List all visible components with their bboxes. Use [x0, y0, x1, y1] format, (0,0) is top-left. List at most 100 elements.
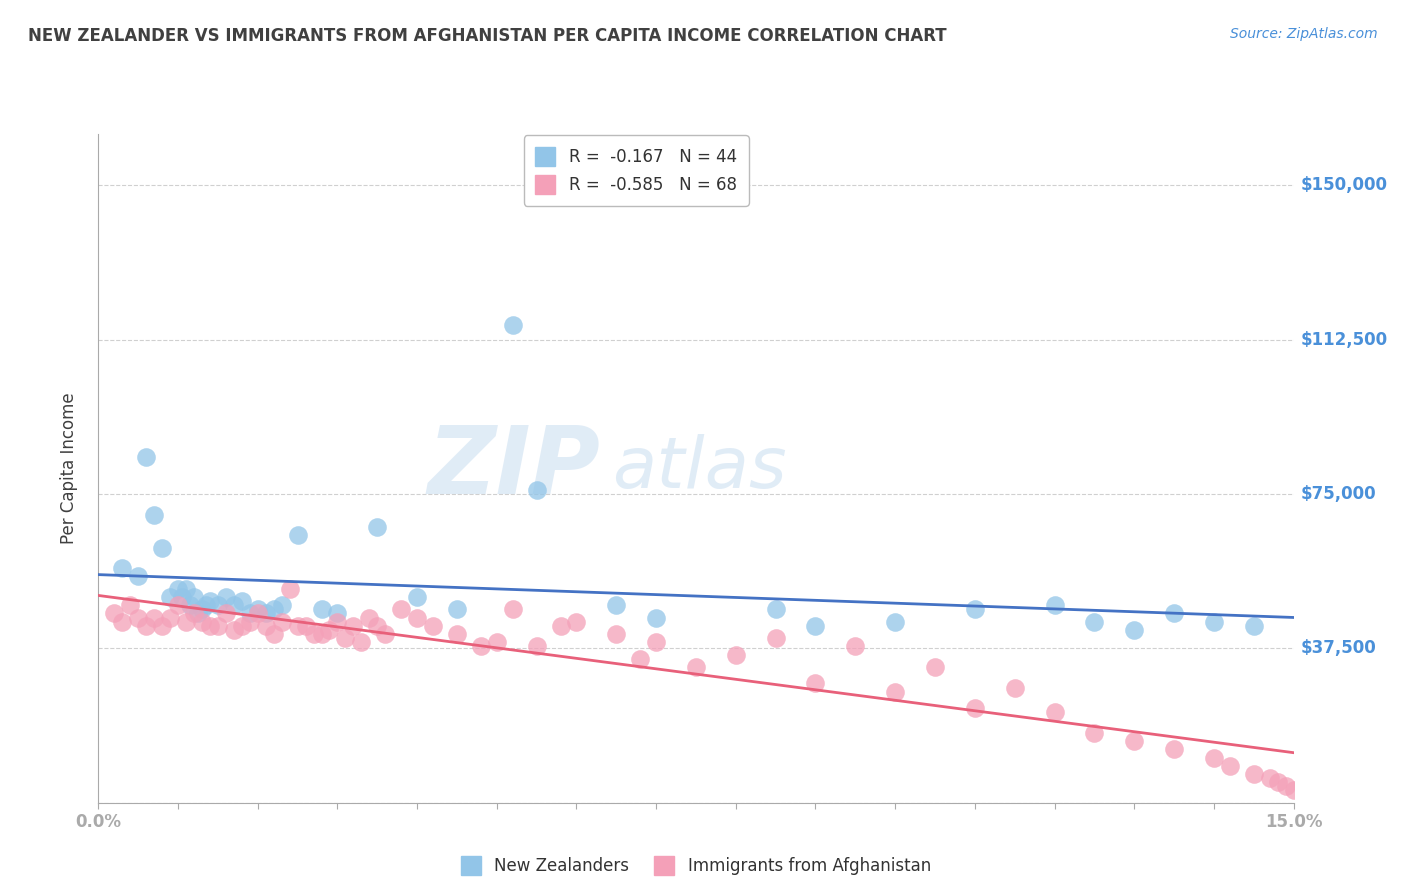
- Point: [1123, 623, 1146, 637]
- Point: [963, 602, 986, 616]
- Point: [278, 582, 301, 596]
- Point: [963, 701, 986, 715]
- Point: [422, 619, 444, 633]
- Point: [159, 590, 181, 604]
- Text: NEW ZEALANDER VS IMMIGRANTS FROM AFGHANISTAN PER CAPITA INCOME CORRELATION CHART: NEW ZEALANDER VS IMMIGRANTS FROM AFGHANI…: [28, 27, 946, 45]
- Point: [485, 635, 508, 649]
- Point: [318, 623, 340, 637]
- Point: [1123, 734, 1146, 748]
- Point: [111, 615, 134, 629]
- Point: [127, 610, 149, 624]
- Point: [605, 598, 627, 612]
- Point: [287, 619, 309, 633]
- Point: [1243, 767, 1265, 781]
- Point: [1163, 742, 1185, 756]
- Point: [1083, 726, 1105, 740]
- Point: [239, 607, 262, 621]
- Point: [645, 610, 668, 624]
- Point: [150, 619, 173, 633]
- Point: [446, 627, 468, 641]
- Point: [183, 590, 205, 604]
- Point: [1274, 780, 1296, 794]
- Point: [254, 607, 277, 621]
- Point: [167, 598, 190, 612]
- Point: [270, 598, 292, 612]
- Point: [198, 594, 221, 608]
- Point: [198, 619, 221, 633]
- Point: [406, 590, 429, 604]
- Point: [195, 598, 218, 612]
- Point: [231, 619, 253, 633]
- Point: [222, 598, 245, 612]
- Point: [1219, 758, 1241, 772]
- Point: [406, 610, 429, 624]
- Point: [359, 610, 381, 624]
- Point: [628, 651, 651, 665]
- Point: [179, 598, 201, 612]
- Point: [1258, 771, 1281, 785]
- Point: [1282, 783, 1305, 797]
- Point: [502, 318, 524, 333]
- Legend: New Zealanders, Immigrants from Afghanistan: New Zealanders, Immigrants from Afghanis…: [454, 849, 938, 881]
- Text: ZIP: ZIP: [427, 422, 600, 515]
- Point: [526, 640, 548, 654]
- Point: [207, 598, 229, 612]
- Point: [366, 619, 388, 633]
- Point: [326, 607, 349, 621]
- Text: $37,500: $37,500: [1301, 640, 1376, 657]
- Point: [765, 631, 787, 645]
- Y-axis label: Per Capita Income: Per Capita Income: [59, 392, 77, 544]
- Point: [1083, 615, 1105, 629]
- Point: [254, 619, 277, 633]
- Point: [294, 619, 316, 633]
- Point: [143, 508, 166, 522]
- Point: [191, 615, 214, 629]
- Point: [135, 619, 157, 633]
- Point: [1202, 615, 1225, 629]
- Text: $112,500: $112,500: [1301, 331, 1388, 349]
- Point: [1202, 750, 1225, 764]
- Point: [127, 569, 149, 583]
- Point: [1004, 681, 1026, 695]
- Point: [183, 607, 205, 621]
- Point: [374, 627, 396, 641]
- Point: [685, 660, 707, 674]
- Point: [167, 582, 190, 596]
- Point: [565, 615, 588, 629]
- Point: [724, 648, 747, 662]
- Point: [470, 640, 492, 654]
- Point: [1267, 775, 1289, 789]
- Point: [342, 619, 364, 633]
- Point: [326, 615, 349, 629]
- Point: [311, 602, 333, 616]
- Point: [150, 541, 173, 555]
- Point: [311, 627, 333, 641]
- Point: [446, 602, 468, 616]
- Point: [120, 598, 142, 612]
- Point: [605, 627, 627, 641]
- Point: [645, 635, 668, 649]
- Point: [884, 684, 907, 698]
- Point: [1043, 598, 1066, 612]
- Point: [222, 623, 245, 637]
- Point: [143, 610, 166, 624]
- Point: [263, 602, 285, 616]
- Point: [765, 602, 787, 616]
- Point: [884, 615, 907, 629]
- Point: [159, 610, 181, 624]
- Text: Source: ZipAtlas.com: Source: ZipAtlas.com: [1230, 27, 1378, 41]
- Point: [103, 607, 125, 621]
- Point: [924, 660, 946, 674]
- Point: [502, 602, 524, 616]
- Point: [215, 590, 238, 604]
- Point: [1163, 607, 1185, 621]
- Point: [111, 561, 134, 575]
- Point: [191, 602, 214, 616]
- Text: $75,000: $75,000: [1301, 485, 1376, 503]
- Point: [335, 631, 357, 645]
- Point: [844, 640, 866, 654]
- Point: [174, 615, 197, 629]
- Point: [389, 602, 412, 616]
- Point: [270, 615, 292, 629]
- Point: [366, 520, 388, 534]
